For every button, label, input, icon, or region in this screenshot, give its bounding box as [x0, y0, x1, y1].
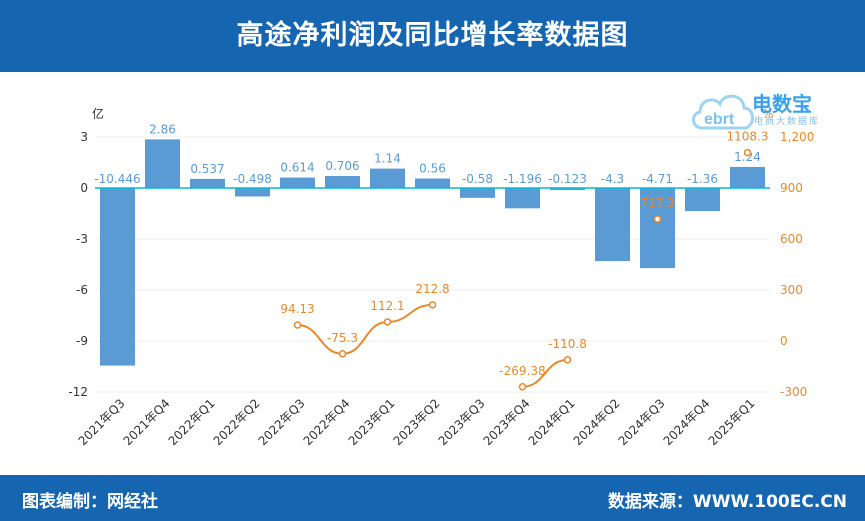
x-tick-label: 2023年Q4: [481, 396, 533, 448]
line-data-label: -269.38: [499, 364, 545, 378]
bar: [100, 188, 135, 366]
bar-data-label: -0.58: [462, 172, 493, 186]
cloud-logo-icon: ebrt: [692, 94, 754, 130]
growth-rate-line: [522, 358, 568, 388]
bar-data-label: 0.614: [280, 161, 314, 175]
title-bar: 高途净利润及同比增长率数据图: [0, 0, 865, 72]
line-data-label: 94.13: [280, 302, 314, 316]
y-tick-label-left: 3: [80, 130, 88, 144]
growth-rate-line: [297, 303, 433, 355]
x-tick-label: 2022年Q2: [211, 396, 263, 448]
line-data-label: 717.3: [640, 196, 674, 210]
bar-data-label: -4.3: [601, 172, 624, 186]
bar: [595, 188, 630, 262]
footer-credit: 图表编制：网经社: [22, 492, 158, 512]
bar-data-label: -1.196: [503, 172, 542, 186]
x-tick-label: 2025年Q1: [706, 396, 758, 448]
x-tick-label: 2021年Q3: [76, 396, 128, 448]
x-tick-label: 2024年Q2: [571, 396, 623, 448]
x-tick-label: 2023年Q3: [436, 396, 488, 448]
bar: [550, 188, 585, 191]
bar-data-label: 0.706: [325, 159, 359, 173]
bar-data-label: 2.86: [149, 122, 176, 136]
chart: 3 0 -3 -6 -9 -12 亿 1,200 900 600 300 0 -300% -10.446 2…: [68, 106, 814, 448]
bar: [505, 188, 540, 209]
bar: [235, 188, 270, 197]
line-data-label: -110.8: [548, 337, 587, 351]
bar: [280, 177, 315, 188]
bar: [460, 188, 495, 198]
bar-data-label: 0.537: [190, 162, 224, 176]
bar: [415, 178, 450, 188]
x-tick-label: 2023年Q2: [391, 396, 443, 448]
y-tick-label-left: -9: [76, 334, 88, 348]
bar-data-label: 0.56: [419, 161, 446, 175]
y-axis-unit-right: %: [762, 107, 773, 121]
y-tick-label-right: 600: [780, 232, 803, 246]
bar-data-label: -10.446: [94, 172, 140, 186]
y-tick-label-left: -12: [68, 385, 88, 399]
y-tick-label-right: 1,200: [780, 130, 814, 144]
line-point: [383, 318, 392, 326]
y-tick-label-left: -3: [76, 232, 88, 246]
bar-data-label: -1.36: [687, 172, 718, 186]
bar-data-label: 1.14: [374, 152, 401, 166]
bar: [685, 188, 720, 212]
line-point: [563, 356, 572, 364]
y-tick-label-left: 0: [80, 181, 88, 195]
watermark-tagline: 电商大数据库: [754, 117, 821, 127]
line-data-label: 212.8: [415, 282, 449, 296]
footer-bar: 图表编制：网经社 数据来源：WWW.100EC.CN: [0, 475, 865, 521]
watermark-brand: 电数宝: [752, 92, 812, 116]
bar-data-label: -4.71: [642, 172, 673, 186]
y-tick-label-right: -300: [780, 385, 807, 399]
logo-mark-text: ebrt: [704, 111, 735, 128]
line-data-label: 112.1: [370, 299, 404, 313]
bar: [190, 178, 225, 188]
page-title: 高途净利润及同比增长率数据图: [236, 20, 629, 51]
line-point: [743, 148, 752, 157]
x-tick-label: 2021年Q4: [121, 396, 173, 448]
x-tick-label: 2024年Q1: [526, 396, 578, 448]
y-tick-label-right: 900: [780, 181, 803, 195]
x-tick-label: 2022年Q3: [256, 396, 308, 448]
bar: [730, 166, 765, 188]
y-tick-label-left: -6: [76, 283, 88, 297]
x-tick-label: 2022年Q1: [166, 396, 218, 448]
watermark-logo: ebrt 电数宝 电商大数据库: [688, 84, 860, 148]
footer-source: 数据来源：WWW.100EC.CN: [607, 492, 847, 512]
x-tick-label: 2022年Q4: [301, 396, 353, 448]
bar: [640, 188, 675, 269]
line-data-label: 1108.3: [727, 130, 769, 144]
bar: [370, 168, 405, 188]
bar: [145, 139, 180, 188]
bar-data-label: 1.24: [734, 150, 761, 164]
x-tick-label: 2024年Q3: [616, 396, 668, 448]
bar-data-label: -0.498: [233, 172, 272, 186]
line-point: [428, 301, 437, 309]
y-tick-label-right: 0: [780, 334, 788, 348]
line-point: [518, 383, 527, 391]
line-point: [293, 321, 302, 329]
line-point: [653, 215, 662, 223]
x-tick-label: 2024年Q4: [661, 396, 713, 448]
bar-data-label: -0.123: [548, 172, 587, 186]
line-point: [338, 350, 347, 358]
line-data-label: -75.3: [327, 331, 358, 345]
bar: [325, 175, 360, 188]
y-axis-unit-left: 亿: [92, 106, 104, 121]
y-tick-label-right: 300: [780, 283, 803, 297]
x-tick-label: 2023年Q1: [346, 396, 398, 448]
